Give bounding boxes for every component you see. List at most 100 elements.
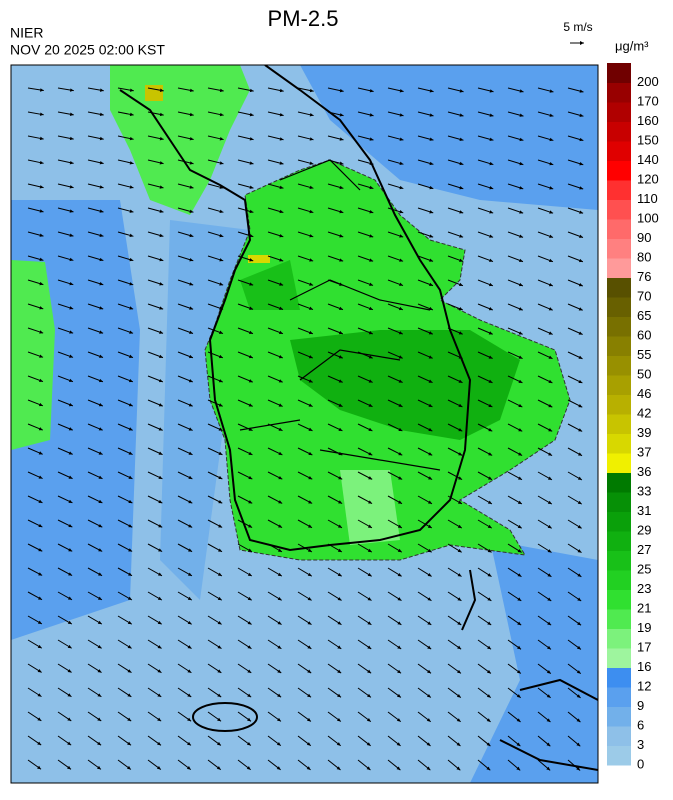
arrow-head [336, 717, 341, 722]
wind-arrow [417, 327, 433, 335]
wind-arrow [477, 351, 493, 359]
arrow-head [398, 331, 403, 335]
arrow-head [488, 331, 493, 335]
arrow-head [429, 185, 434, 190]
wind-arrow [237, 375, 253, 383]
wind-arrow [177, 519, 193, 528]
arrow-head [489, 186, 494, 190]
wind-arrow [417, 159, 434, 166]
arrow-head [396, 742, 401, 746]
arrow-head [247, 572, 252, 577]
wind-arrow [357, 615, 372, 626]
wind-arrow [267, 735, 282, 746]
wind-arrow [117, 303, 134, 310]
wind-arrow [27, 111, 44, 116]
arrow-head [457, 573, 462, 577]
arrow-head [427, 669, 432, 674]
wind-arrow [147, 423, 163, 431]
wind-arrow [327, 543, 343, 553]
arrow-head [519, 161, 524, 166]
wind-arrow [357, 159, 374, 165]
wind-arrow [507, 687, 522, 699]
arrow-head [128, 403, 133, 407]
arrow-head [576, 670, 581, 674]
arrow-head [158, 451, 163, 455]
arrow-head [516, 694, 521, 698]
colorbar-label: 46 [637, 386, 651, 401]
wind-arrow [297, 159, 314, 165]
wind-arrow [507, 87, 524, 93]
colorbar-label: 80 [637, 249, 651, 264]
wind-arrow [177, 207, 194, 213]
arrow-head [337, 693, 342, 698]
wind-arrow [567, 471, 583, 481]
wind-arrow [537, 279, 554, 287]
wind-arrow [27, 495, 43, 504]
wind-arrow [237, 519, 253, 528]
arrow-head [219, 209, 224, 214]
wind-arrow [447, 135, 464, 141]
arrow-head [69, 330, 74, 334]
arrow-head [68, 451, 73, 455]
arrow-head [69, 136, 74, 141]
arrow-head [69, 354, 74, 358]
wind-arrow [267, 159, 284, 165]
arrow-head [189, 88, 194, 93]
wind-arrow [507, 471, 523, 481]
arrow-head [216, 766, 221, 770]
wind-arrow [327, 591, 342, 601]
wind-arrow [27, 231, 44, 237]
arrow-head [428, 379, 433, 383]
wind-arrow [477, 687, 492, 699]
wind-arrow [117, 183, 134, 189]
wind-arrow [27, 279, 44, 286]
wind-arrow [177, 375, 194, 383]
wind-arrow [237, 423, 253, 432]
wind-arrow [267, 543, 283, 553]
wind-arrow [447, 615, 462, 626]
arrow-head [456, 694, 461, 698]
wind-arrow [237, 207, 254, 214]
arrow-head [399, 258, 404, 262]
wind-arrow [417, 351, 433, 359]
wind-arrow [267, 135, 284, 141]
wind-arrow [87, 495, 103, 504]
arrow-head [579, 137, 584, 142]
arrow-head [546, 742, 551, 747]
title: PM-2.5 [268, 6, 339, 31]
wind-arrow [117, 519, 133, 528]
arrow-head [189, 306, 194, 310]
wind-arrow [447, 399, 463, 408]
arrow-head [548, 331, 553, 335]
arrow-head [277, 645, 282, 649]
wind-arrow [567, 495, 583, 505]
wind-arrow [297, 639, 312, 650]
wind-arrow [477, 663, 492, 674]
wind-arrow [507, 543, 522, 553]
arrow-head [278, 427, 283, 431]
wind-arrow [57, 255, 74, 262]
wind-arrow [477, 87, 494, 93]
wind-arrow [267, 279, 284, 286]
arrow-head [127, 596, 132, 600]
wind-arrow [357, 207, 374, 214]
arrow-head [576, 766, 581, 771]
arrow-head [399, 282, 404, 286]
arrow-head [307, 669, 312, 674]
arrow-head [38, 572, 43, 576]
arrow-head [426, 766, 431, 771]
arrow-head [548, 282, 553, 287]
wind-arrow [87, 399, 104, 407]
wind-arrow [207, 423, 223, 431]
wind-arrow [537, 399, 553, 408]
colorbar-segment [607, 121, 631, 142]
arrow-head [248, 330, 253, 334]
wind-arrow [477, 375, 493, 384]
arrow-head [576, 742, 581, 747]
wind-arrow [57, 303, 74, 310]
wind-arrow [507, 399, 523, 408]
arrow-head [489, 258, 494, 262]
wind-arrow [147, 279, 164, 286]
arrow-head [129, 112, 134, 117]
arrow-head [37, 620, 42, 624]
